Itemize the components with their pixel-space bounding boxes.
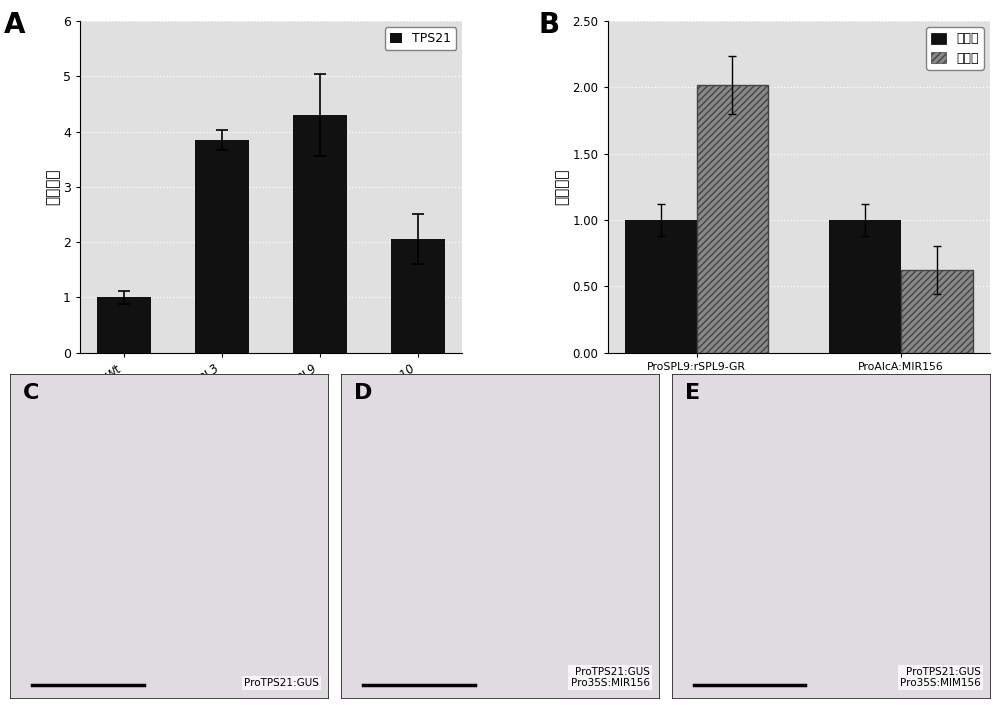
- Legend: TPS21: TPS21: [385, 27, 456, 50]
- Bar: [901, 270, 973, 352]
- Text: A: A: [4, 11, 25, 39]
- Text: D: D: [354, 384, 372, 403]
- Text: B: B: [539, 11, 560, 39]
- Y-axis label: 相对表达: 相对表达: [555, 168, 570, 205]
- Bar: [293, 115, 347, 352]
- Text: ProTPS21:GUS
Pro35S:MIM156: ProTPS21:GUS Pro35S:MIM156: [900, 667, 980, 688]
- Bar: [195, 140, 249, 352]
- Text: ProTPS21:GUS: ProTPS21:GUS: [244, 678, 319, 688]
- Bar: [697, 85, 768, 352]
- Text: E: E: [685, 384, 700, 403]
- Bar: [625, 220, 697, 352]
- Y-axis label: 相对表达: 相对表达: [45, 168, 60, 205]
- Bar: [829, 220, 901, 352]
- Legend: 对照组, 实验组: 对照组, 实验组: [926, 27, 984, 70]
- Bar: [391, 239, 445, 352]
- Text: ProTPS21:GUS
Pro35S:MIR156: ProTPS21:GUS Pro35S:MIR156: [571, 667, 650, 688]
- Text: C: C: [23, 384, 39, 403]
- Bar: [97, 298, 151, 352]
